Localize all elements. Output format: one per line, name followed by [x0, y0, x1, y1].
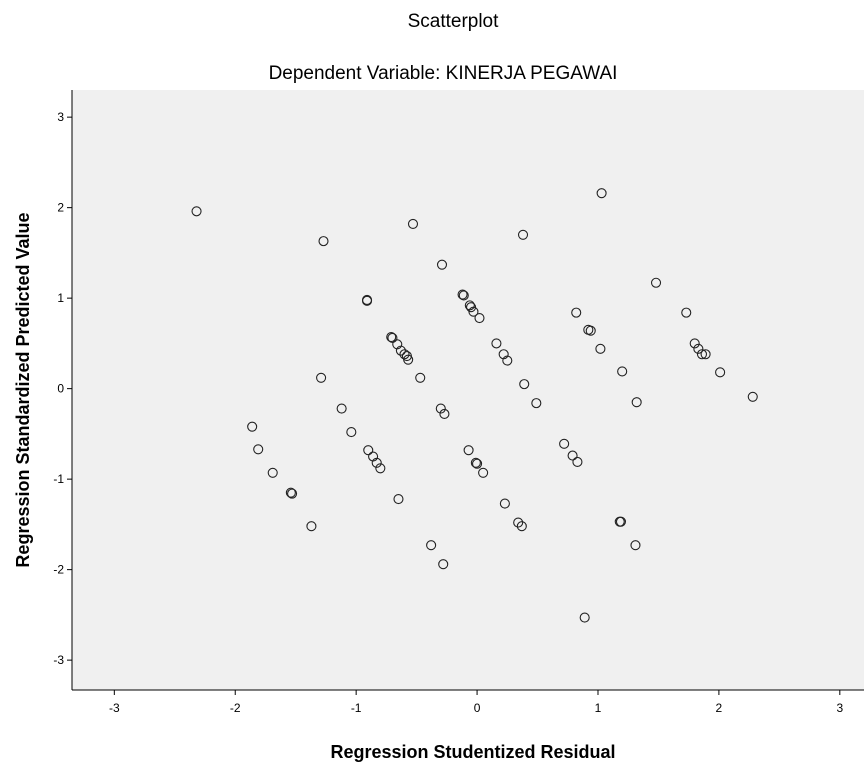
scatter-point — [458, 290, 469, 301]
scatter-point — [696, 349, 708, 360]
scatter-point — [615, 516, 627, 527]
y-axis: -3 -2 -1 0 1 2 3 — [53, 90, 73, 690]
scatter-point — [700, 349, 711, 360]
scatter-point — [693, 343, 704, 354]
scatter-point — [363, 445, 374, 456]
x-axis: -3 -2 -1 0 1 2 3 — [72, 689, 864, 715]
scatter-point — [631, 397, 642, 408]
scatter-point — [306, 521, 317, 532]
x-tick-label: 2 — [716, 701, 723, 715]
scatter-point — [464, 300, 475, 311]
y-tick-label: 1 — [57, 291, 64, 305]
scatter-point — [630, 540, 641, 551]
scatter-point — [393, 493, 404, 505]
scatter-point — [747, 391, 758, 402]
scatter-point — [468, 306, 479, 317]
scatter-point — [681, 307, 692, 318]
scatter-point — [571, 307, 582, 318]
scatter-point — [191, 206, 202, 217]
scatter-point — [395, 345, 406, 356]
scatter-point — [595, 343, 606, 354]
scatter-point — [386, 332, 397, 343]
scatter-point — [457, 289, 468, 300]
x-tick-label: -2 — [230, 701, 241, 715]
scatter-point — [531, 398, 542, 409]
scatter-point — [435, 403, 446, 414]
scatter-point — [516, 521, 527, 532]
scatter-point — [491, 338, 502, 349]
scatter-point — [438, 559, 449, 570]
scatter-point — [579, 612, 590, 623]
chart-title: Scatterplot — [408, 11, 500, 32]
scatter-point — [517, 229, 529, 240]
x-axis-label: Regression Studentized Residual — [330, 742, 615, 762]
y-axis-label: Regression Standardized Predicted Value — [13, 212, 33, 567]
scatter-point — [585, 325, 596, 336]
scatter-point — [426, 540, 437, 551]
scatter-point — [387, 332, 398, 344]
scatter-point — [287, 488, 298, 499]
scatter-point — [375, 463, 386, 474]
scatter-point — [463, 445, 474, 456]
scatter-point — [513, 517, 524, 528]
scatter-point — [253, 444, 264, 455]
scatter-point — [368, 451, 379, 462]
scatter-point — [689, 338, 700, 349]
scatter-point — [371, 457, 382, 468]
y-tick-label: -2 — [53, 563, 64, 577]
scatter-point — [474, 313, 485, 324]
scatter-point — [436, 259, 448, 270]
scatter-point — [399, 349, 410, 360]
scatter-point — [470, 457, 481, 468]
scatter-point — [499, 498, 510, 509]
scatter-point — [361, 294, 373, 306]
x-tick-label: 3 — [836, 701, 843, 715]
scatter-point — [472, 458, 483, 469]
x-tick-label: -1 — [351, 701, 362, 715]
scatter-point — [316, 372, 327, 383]
scatter-point — [346, 427, 357, 438]
y-tick-label: -1 — [53, 472, 64, 486]
x-tick-label: 0 — [474, 701, 481, 715]
scatter-point — [336, 403, 347, 414]
scatter-point — [439, 408, 450, 420]
y-tick-label: 2 — [57, 201, 64, 215]
scatter-point — [403, 354, 414, 365]
x-tick-label: 1 — [595, 701, 602, 715]
chart-subtitle: Dependent Variable: KINERJA PEGAWAI — [269, 63, 618, 84]
scatter-point — [415, 372, 426, 383]
scatter-point — [267, 467, 278, 478]
scatter-point — [559, 438, 570, 449]
scatter-point — [407, 218, 419, 229]
scatter-point — [617, 366, 628, 377]
x-tick-label: -3 — [109, 701, 120, 715]
y-tick-label: 0 — [57, 382, 64, 396]
y-tick-label: -3 — [53, 653, 64, 667]
scatter-point — [502, 355, 513, 366]
scatter-point — [392, 339, 403, 350]
scatter-point — [572, 456, 583, 467]
scatter-point — [498, 349, 509, 360]
scatter-point — [596, 188, 607, 199]
y-tick-label: 3 — [57, 110, 64, 124]
scatter-point — [478, 467, 489, 478]
scatter-point — [715, 367, 726, 378]
scatter-point — [650, 277, 662, 288]
scatter-point — [567, 450, 578, 461]
plot-area — [72, 90, 864, 690]
scatter-points — [191, 188, 758, 623]
scatter-point — [318, 236, 329, 247]
scatter-point — [247, 421, 258, 432]
scatter-point — [285, 487, 296, 498]
scatter-point — [519, 379, 530, 390]
